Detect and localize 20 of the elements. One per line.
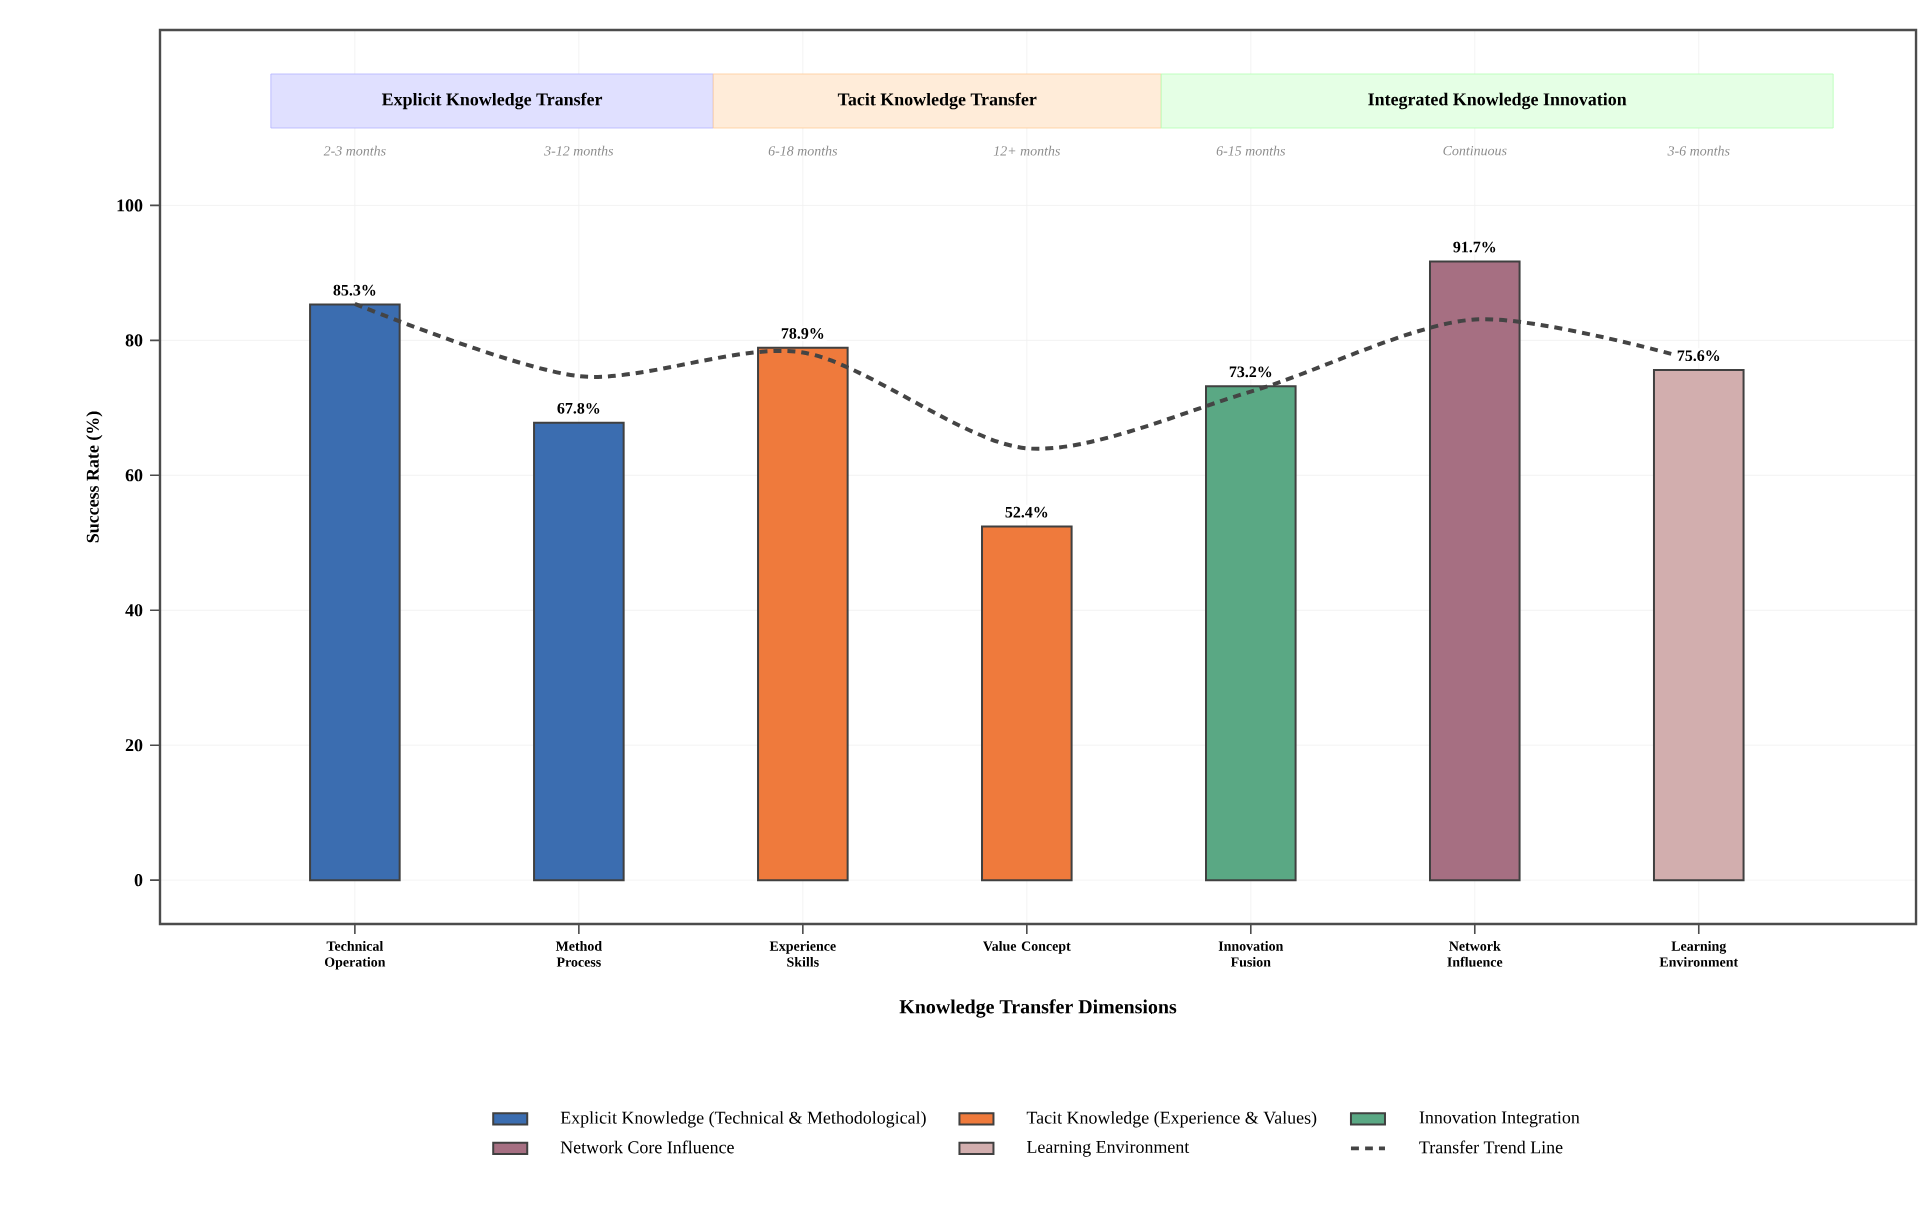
bar <box>981 525 1073 882</box>
bar <box>1652 369 1745 882</box>
y-tick-label: 60 <box>125 469 143 482</box>
bar <box>533 421 625 882</box>
legend-label: Innovation Integration <box>1419 1111 1580 1128</box>
legend-label: Tacit Knowledge (Experience & Values) <box>1026 1111 1317 1128</box>
annotation: Explicit Knowledge Transfer <box>381 92 603 110</box>
legend-label: Learning Environment <box>1026 1140 1190 1157</box>
y-tick-label: 20 <box>125 739 143 752</box>
annotation: Integrated Knowledge Innovation <box>1368 92 1627 110</box>
x-axis-title: Knowledge Transfer Dimensions <box>899 999 1177 1018</box>
annotation: Tacit Knowledge Transfer <box>837 92 1037 110</box>
y-tick-label: 100 <box>117 199 143 212</box>
legend-label: Network Core Influence <box>560 1140 734 1154</box>
y-axis-title: Success Rate (%) <box>86 411 103 543</box>
y-tick-label: 80 <box>125 334 143 347</box>
y-tick-label: 40 <box>125 604 143 617</box>
legend-label: Transfer Trend Line <box>1419 1140 1563 1154</box>
y-tick-label: 0 <box>134 874 143 887</box>
legend-label: Explicit Knowledge (Technical & Methodological) <box>560 1111 926 1128</box>
